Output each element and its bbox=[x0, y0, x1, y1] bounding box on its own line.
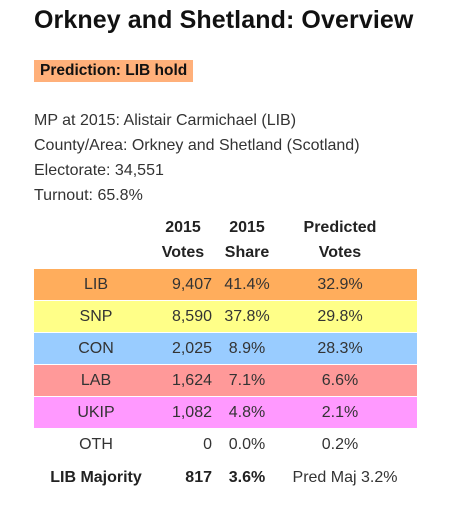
share-2015: 7.1% bbox=[228, 372, 266, 389]
table-row: UKIP 1,082 4.8% 2.1% bbox=[34, 397, 417, 428]
party-name: LIB bbox=[83, 276, 108, 293]
share-2015: 0.0% bbox=[228, 436, 266, 453]
prediction-badge: Prediction: LIB hold bbox=[34, 60, 194, 82]
predicted-majority: Pred Maj 3.2% bbox=[292, 469, 398, 486]
header-votes-line2: Votes bbox=[161, 244, 205, 261]
party-name: CON bbox=[78, 340, 114, 357]
header-votes-line1: 2015 bbox=[165, 219, 201, 236]
page-title: Orkney and Shetland: Overview bbox=[34, 6, 414, 34]
mp-info: MP at 2015: Alistair Carmichael (LIB) bbox=[34, 112, 297, 129]
votes-2015: 8,590 bbox=[171, 308, 212, 325]
electorate-info: Electorate: 34,551 bbox=[34, 162, 164, 179]
votes-2015: 1,082 bbox=[171, 404, 212, 421]
header-share-line1: 2015 bbox=[229, 219, 265, 236]
party-name: UKIP bbox=[77, 404, 115, 421]
turnout-info: Turnout: 65.8% bbox=[34, 187, 143, 204]
table-row: LAB 1,624 7.1% 6.6% bbox=[34, 365, 417, 396]
majority-row: LIB Majority 817 3.6% Pred Maj 3.2% bbox=[34, 465, 417, 491]
predicted-votes: 29.8% bbox=[317, 308, 363, 325]
header-predicted-line1: Predicted bbox=[303, 219, 377, 236]
table-row: OTH 0 0.0% 0.2% bbox=[34, 429, 417, 460]
share-2015: 41.4% bbox=[224, 276, 270, 293]
table-row: SNP 8,590 37.8% 29.8% bbox=[34, 301, 417, 332]
header-predicted-line2: Votes bbox=[318, 244, 362, 261]
votes-2015: 0 bbox=[203, 436, 212, 453]
predicted-votes: 32.9% bbox=[317, 276, 363, 293]
share-2015: 4.8% bbox=[228, 404, 266, 421]
share-2015: 8.9% bbox=[228, 340, 266, 357]
majority-share: 3.6% bbox=[228, 469, 266, 486]
share-2015: 37.8% bbox=[224, 308, 270, 325]
table-row: LIB 9,407 41.4% 32.9% bbox=[34, 269, 417, 300]
area-info: County/Area: Orkney and Shetland (Scotla… bbox=[34, 137, 360, 154]
predicted-votes: 28.3% bbox=[317, 340, 363, 357]
party-name: LAB bbox=[80, 372, 112, 389]
votes-2015: 9,407 bbox=[171, 276, 212, 293]
header-share-line2: Share bbox=[224, 244, 270, 261]
table-row: CON 2,025 8.9% 28.3% bbox=[34, 333, 417, 364]
votes-2015: 1,624 bbox=[171, 372, 212, 389]
party-name: OTH bbox=[79, 436, 113, 453]
votes-2015: 2,025 bbox=[171, 340, 212, 357]
majority-label: LIB Majority bbox=[50, 469, 142, 486]
predicted-votes: 6.6% bbox=[321, 372, 359, 389]
party-name: SNP bbox=[79, 308, 113, 325]
majority-votes: 817 bbox=[185, 469, 212, 486]
predicted-votes: 0.2% bbox=[321, 436, 359, 453]
predicted-votes: 2.1% bbox=[321, 404, 359, 421]
